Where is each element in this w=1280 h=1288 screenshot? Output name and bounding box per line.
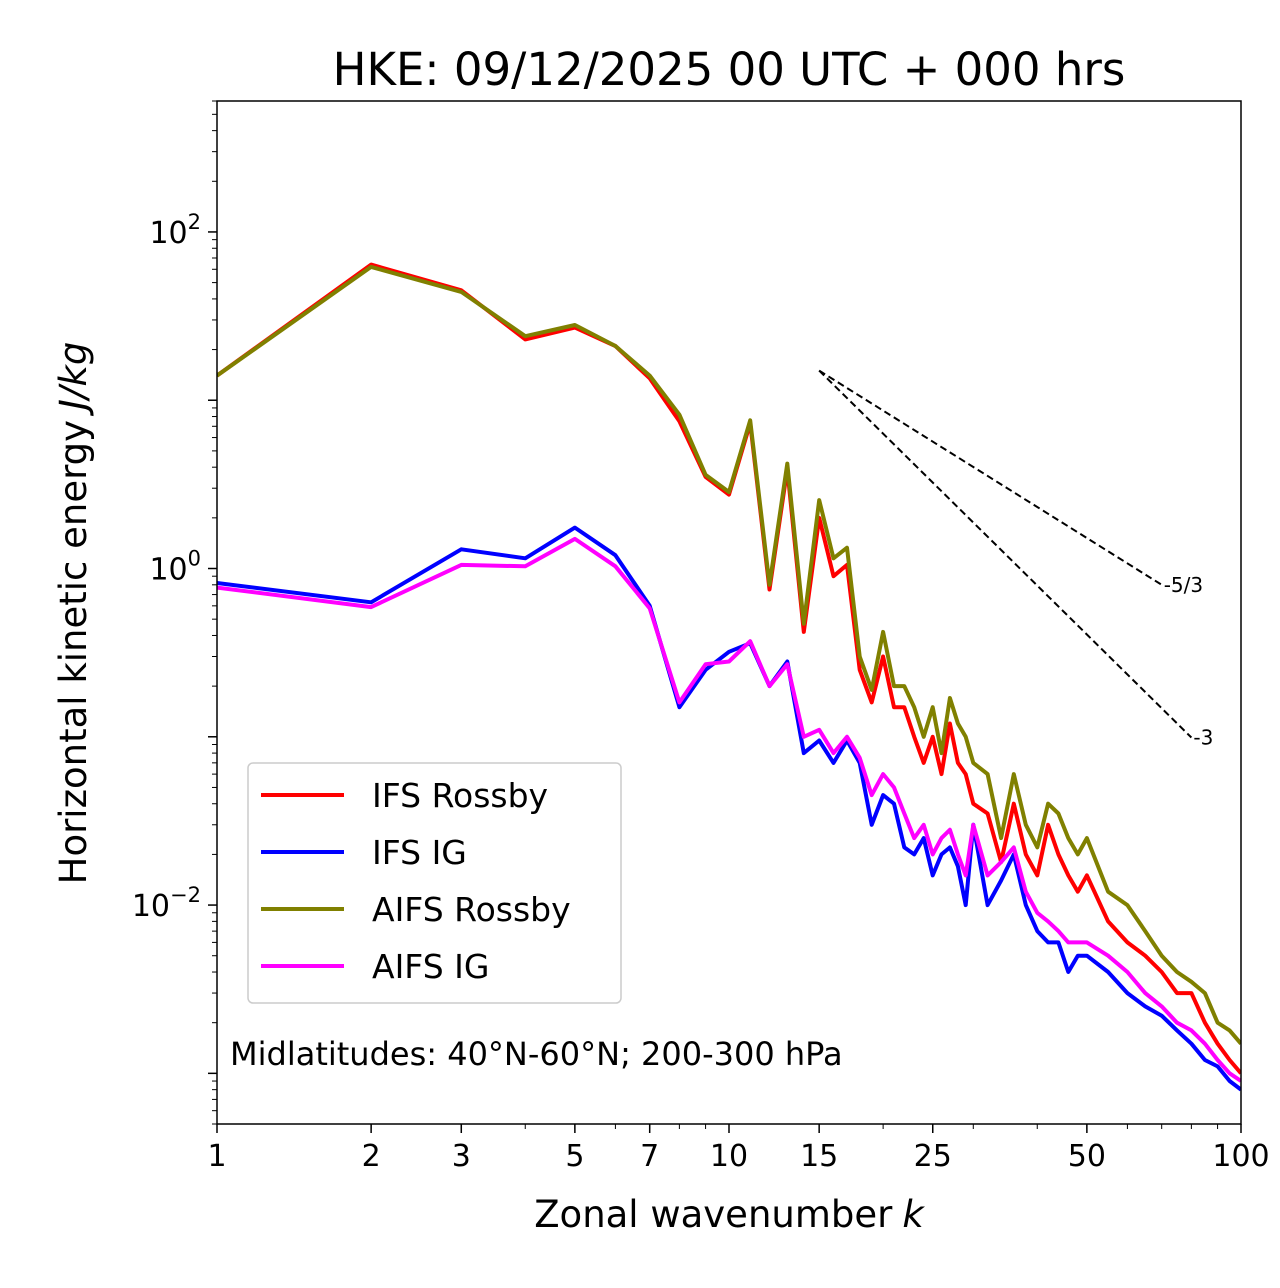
y-tick-label-exponent: 0: [188, 547, 201, 571]
y-tick-label: 100: [149, 547, 201, 588]
x-tick-label: 25: [914, 1139, 952, 1174]
slope-line-minus-3: [818, 369, 1193, 739]
legend-entries: IFS Rossby IFS IG AIFS Rossby AIFS IG: [261, 776, 571, 986]
series-line-aifs-ig: [217, 536, 1241, 1083]
legend-label-aifs-ig: AIFS IG: [372, 947, 489, 986]
y-axis-label-text: Horizontal kinetic energy: [52, 420, 95, 884]
x-axis-label-text: Zonal wavenumber: [534, 1193, 893, 1236]
x-tick-label: 50: [1068, 1139, 1106, 1174]
y-tick-label-base: 10: [149, 553, 187, 588]
reference-slope-lines: -5/3 -3: [818, 369, 1213, 750]
series-line-aifs-rossby: [217, 264, 1241, 1046]
y-axis-label-units: J/kg: [52, 342, 95, 417]
y-tick-label-base: 10: [132, 889, 170, 924]
legend-box: [247, 762, 622, 1004]
x-tick-label: 3: [452, 1139, 471, 1174]
y-axis-label: Horizontal kinetic energyJ/kg: [52, 342, 95, 885]
region-annotation: Midlatitudes: 40°N-60°N; 200-300 hPa: [230, 1035, 843, 1073]
x-axis-label: Zonal wavenumber k: [534, 1193, 925, 1236]
x-tick-label: 2: [362, 1139, 381, 1174]
y-tick-label-base: 10: [149, 216, 187, 251]
x-tick-label: 5: [565, 1139, 584, 1174]
y-tick-label: 102: [149, 210, 201, 251]
chart-title: HKE: 09/12/2025 00 UTC + 000 hrs: [333, 43, 1126, 96]
legend: IFS Rossby IFS IG AIFS Rossby AIFS IG: [247, 762, 622, 1004]
legend-label-ifs-rossby: IFS Rossby: [372, 776, 548, 815]
x-axis-label-variable: k: [902, 1193, 925, 1236]
legend-label-aifs-rossby: AIFS Rossby: [372, 890, 571, 929]
y-tick-label: 10−2: [132, 883, 201, 924]
x-tick-label: 15: [800, 1139, 838, 1174]
series-line-ifs-ig: [217, 525, 1241, 1092]
y-tick-label-exponent: 2: [188, 210, 201, 234]
slope-line-minus-5-3: [818, 369, 1163, 586]
plot-frame: [216, 100, 1242, 1125]
series-group: [217, 262, 1241, 1092]
legend-label-ifs-ig: IFS IG: [372, 833, 467, 872]
y-tick-label-exponent: −2: [170, 883, 201, 907]
slope-label-minus-5-3: -5/3: [1164, 573, 1203, 597]
x-tick-label: 10: [710, 1139, 748, 1174]
x-tick-label: 100: [1212, 1139, 1269, 1174]
slope-label-minus-3: -3: [1193, 726, 1213, 750]
x-tick-label: 1: [207, 1139, 226, 1174]
x-tick-label: 7: [640, 1139, 659, 1174]
